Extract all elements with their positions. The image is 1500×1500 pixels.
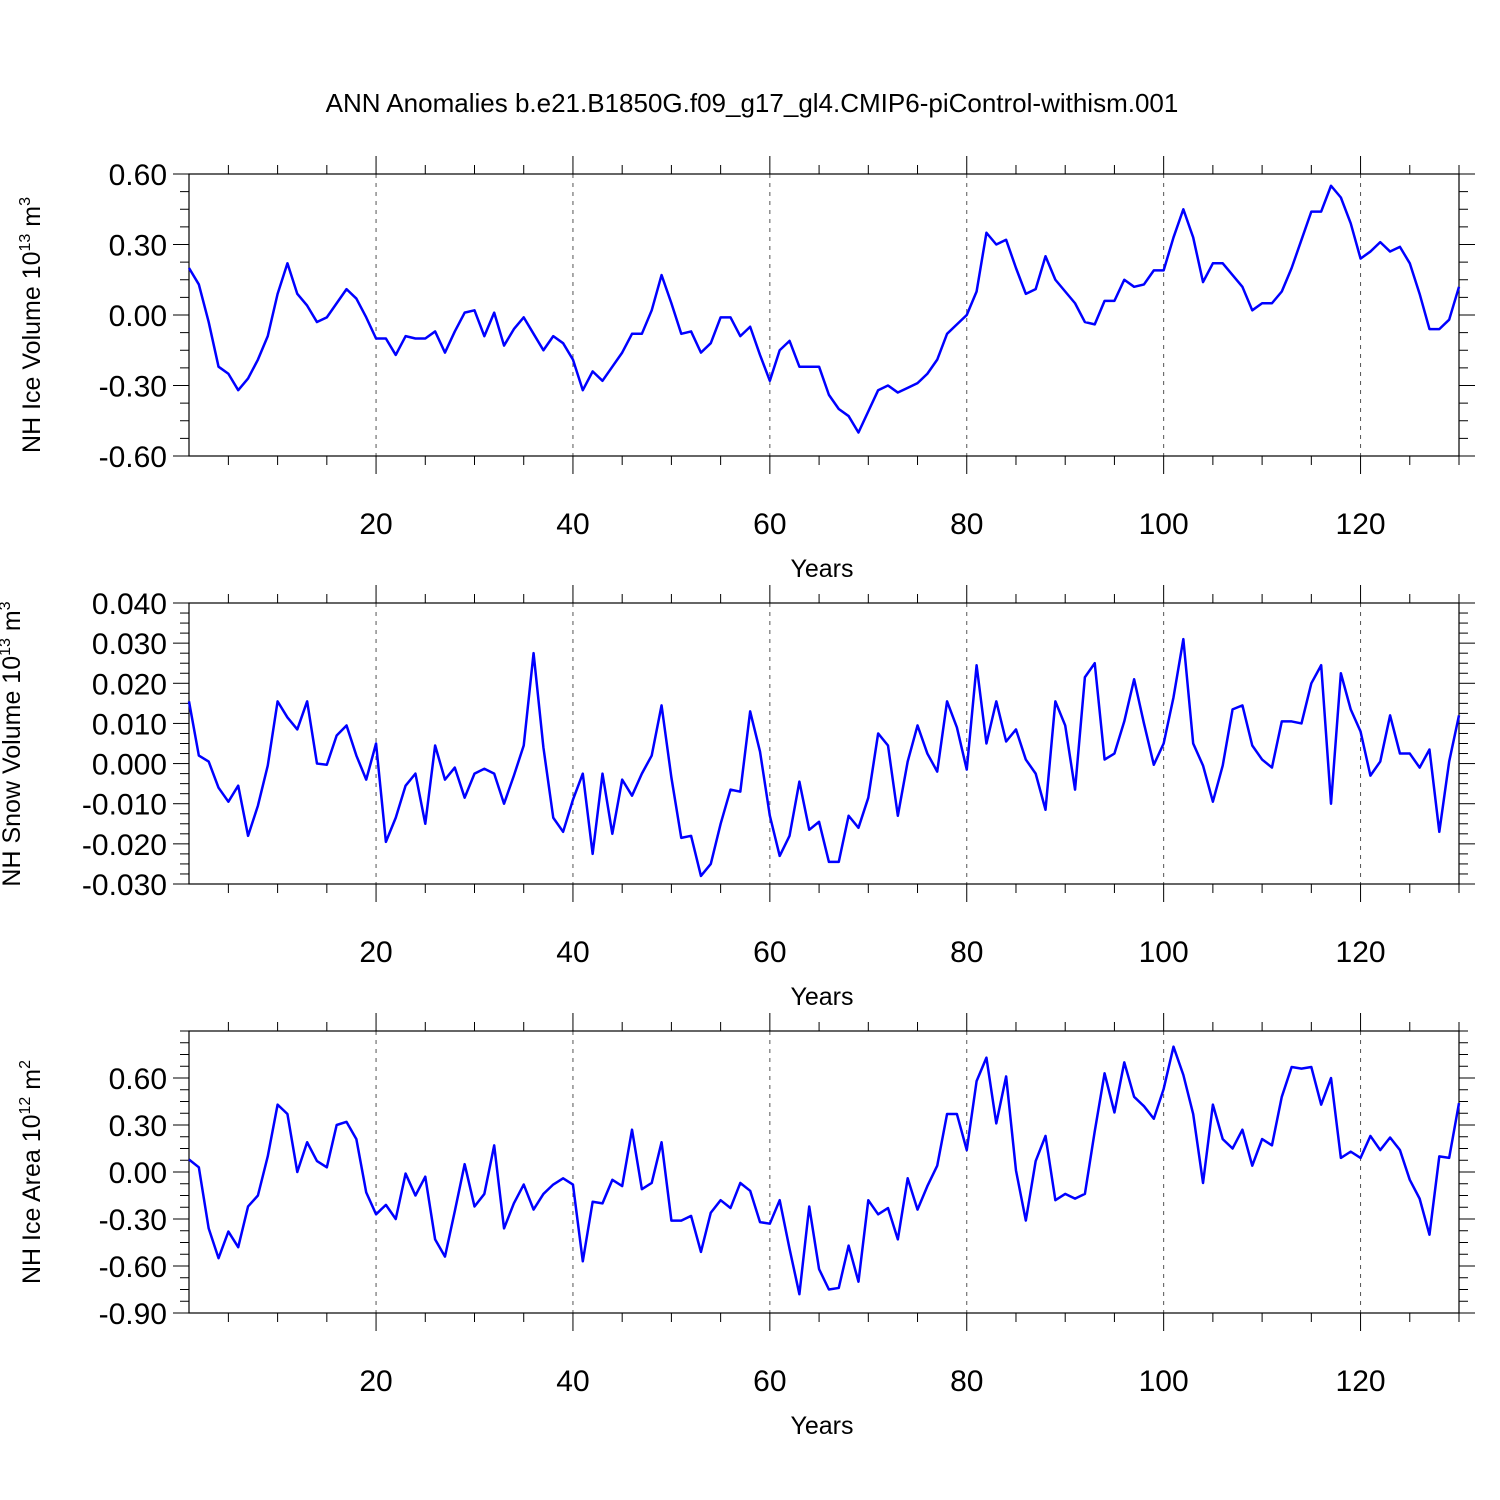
x-tick-label: 100: [1139, 936, 1189, 969]
x-tick-label: 60: [753, 508, 786, 541]
y-tick-label: 0.030: [92, 628, 167, 661]
y-tick-label: -0.90: [99, 1298, 167, 1331]
y-axis-label-unit-exponent: 2: [17, 1060, 34, 1069]
y-tick-label: -0.30: [99, 371, 167, 404]
y-axis-label-unit-exponent: 3: [17, 197, 34, 206]
y-axis-label: NH Snow Volume 1013 m3: [0, 601, 26, 886]
chart-panel-3: 20 40 60 80 100 120 Years -0.90 -0.60 -0.30 0.00 0.…: [17, 1013, 1475, 1440]
x-tick-label: 40: [556, 1365, 589, 1398]
x-tick-label: 80: [950, 936, 983, 969]
x-tick-label: 20: [359, 1365, 392, 1398]
y-axis-label-text: NH Snow Volume 10: [0, 656, 26, 887]
y-tick-label: -0.010: [82, 789, 167, 822]
y-tick-label: -0.020: [82, 829, 167, 862]
x-tick-label: 80: [950, 508, 983, 541]
y-axis-label-exponent: 12: [17, 1097, 34, 1115]
chart-panel-2: 20 40 60 80 100 120 Years -0.030 -0.020 -0.010 0.0…: [0, 585, 1475, 1011]
y-axis-label-text: NH Ice Area 10: [18, 1114, 46, 1284]
y-tick-label: 0.00: [109, 1157, 167, 1190]
x-axis-label: Years: [790, 983, 853, 1011]
y-axis-label: NH Ice Volume 1013 m3: [17, 197, 46, 453]
y-tick-label: 0.30: [109, 1110, 167, 1143]
x-tick-label: 60: [753, 1365, 786, 1398]
y-tick-label: -0.60: [99, 441, 167, 474]
y-tick-label: 0.010: [92, 708, 167, 741]
y-tick-label: 0.60: [109, 159, 167, 192]
y-tick-label: 0.000: [92, 749, 167, 782]
figure-title: ANN Anomalies b.e21.B1850G.f09_g17_gl4.C…: [326, 88, 1179, 118]
y-tick-label: -0.030: [82, 869, 167, 902]
series-line: [188, 1045, 1461, 1296]
x-tick-label: 120: [1336, 1365, 1386, 1398]
y-axis-label-text: NH Ice Volume 10: [18, 251, 46, 453]
x-tick-label: 40: [556, 936, 589, 969]
x-tick-label: 100: [1139, 508, 1189, 541]
y-axis-label-exponent: 13: [0, 638, 14, 656]
y-axis-label-exponent: 13: [17, 234, 34, 252]
chart-panel-1: 20 40 60 80 100 120 Years -0.60 -0.30 0.00 0.30 0.6…: [17, 156, 1475, 583]
y-axis-label-unit-exponent: 3: [0, 601, 14, 610]
y-axis-label-unit: m: [18, 206, 46, 234]
x-tick-label: 100: [1139, 1365, 1189, 1398]
x-tick-label: 20: [359, 508, 392, 541]
y-tick-label: 0.60: [109, 1063, 167, 1096]
x-tick-label: 80: [950, 1365, 983, 1398]
series-line: [187, 637, 1461, 878]
y-tick-label: 0.020: [92, 668, 167, 701]
x-tick-label: 120: [1336, 508, 1386, 541]
y-tick-label: -0.30: [99, 1204, 167, 1237]
y-tick-label: 0.00: [109, 300, 167, 333]
y-axis-label: NH Ice Area 1012 m2: [17, 1060, 46, 1284]
series-line: [187, 184, 1461, 434]
x-tick-label: 20: [359, 936, 392, 969]
x-axis-label: Years: [790, 1412, 853, 1440]
x-tick-label: 40: [556, 508, 589, 541]
x-tick-label: 60: [753, 936, 786, 969]
panels: 20 40 60 80 100 120 Years -0.60 -0.30 0.00 0.30 0.6…: [0, 156, 1475, 1440]
x-tick-label: 120: [1336, 936, 1386, 969]
y-tick-label: -0.60: [99, 1251, 167, 1284]
x-axis-label: Years: [790, 555, 853, 583]
y-axis-label-unit: m: [18, 1069, 46, 1097]
y-tick-label: 0.30: [109, 230, 167, 263]
y-axis-label-unit: m: [0, 610, 26, 638]
y-tick-label: 0.040: [92, 588, 167, 621]
